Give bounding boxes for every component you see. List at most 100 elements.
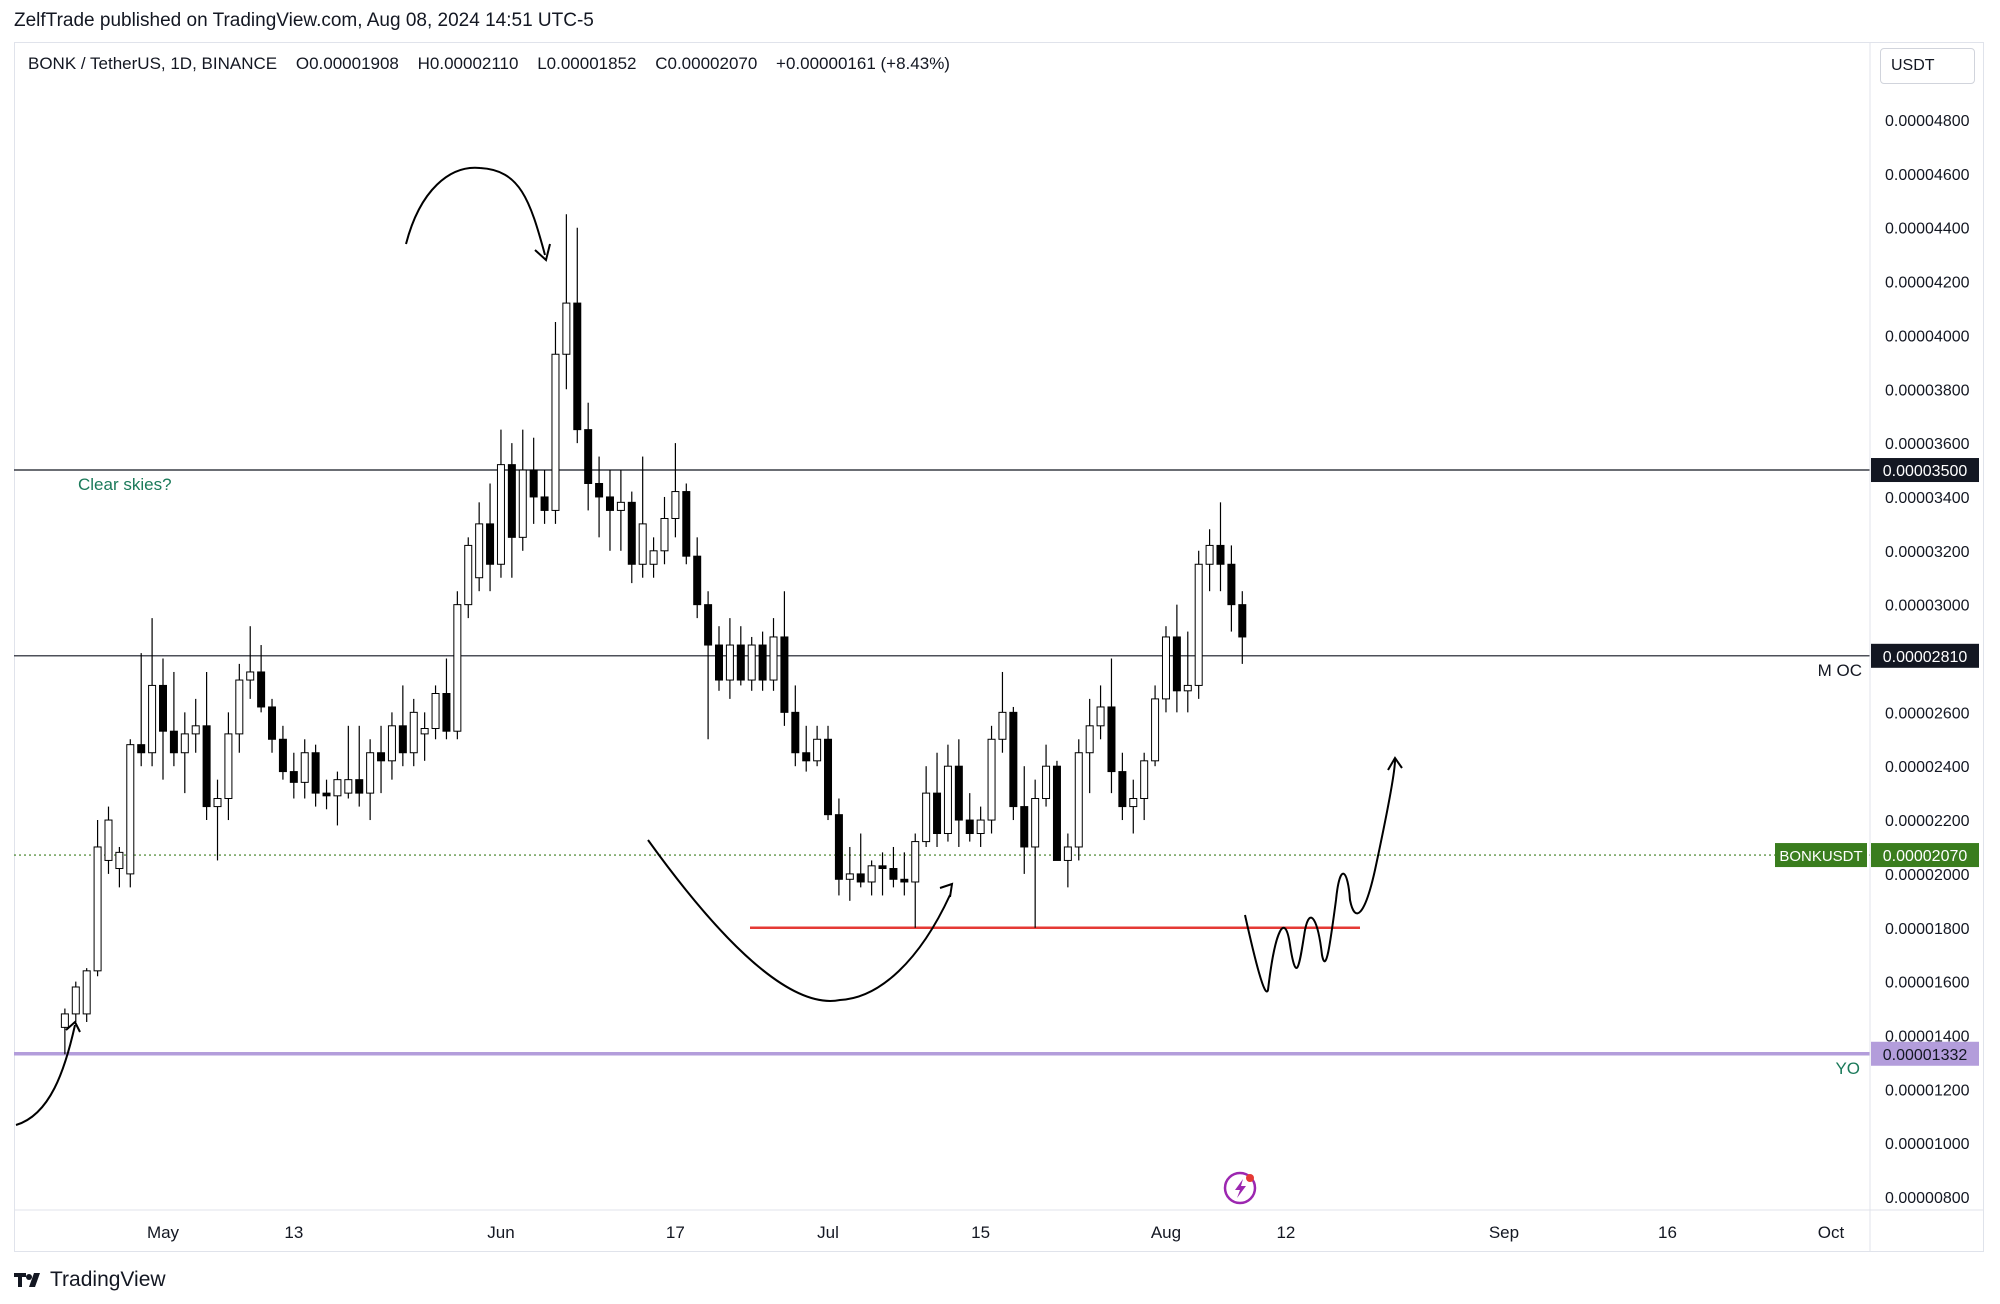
candle[interactable] xyxy=(366,739,375,821)
candle[interactable] xyxy=(780,591,789,726)
candle[interactable] xyxy=(802,725,811,772)
candle[interactable] xyxy=(1009,706,1018,821)
candle[interactable] xyxy=(965,793,974,842)
candle[interactable] xyxy=(1020,766,1029,874)
candle[interactable] xyxy=(998,671,1007,753)
candle[interactable] xyxy=(943,744,952,842)
candle[interactable] xyxy=(475,502,484,592)
candle[interactable] xyxy=(1118,752,1127,821)
candle[interactable] xyxy=(1129,779,1138,834)
candle[interactable] xyxy=(93,820,102,977)
candle[interactable] xyxy=(1194,550,1203,699)
candle[interactable] xyxy=(442,658,451,740)
candle[interactable] xyxy=(377,725,386,794)
candle[interactable] xyxy=(573,227,582,444)
candle[interactable] xyxy=(213,779,222,861)
candle[interactable] xyxy=(813,725,822,767)
candle[interactable] xyxy=(1172,604,1181,713)
candle[interactable] xyxy=(180,712,189,794)
candle[interactable] xyxy=(976,806,985,847)
candle[interactable] xyxy=(496,429,505,578)
candle[interactable] xyxy=(159,658,167,780)
candle[interactable] xyxy=(954,739,963,847)
candle[interactable] xyxy=(736,626,745,686)
candle[interactable] xyxy=(1052,760,1061,861)
level-clear-skies[interactable]: Clear skies? 0.00003500 xyxy=(14,458,1979,494)
candle[interactable] xyxy=(1161,626,1170,713)
candle[interactable] xyxy=(82,968,91,1022)
currency-selector[interactable]: USDT xyxy=(1880,48,1975,84)
candle[interactable] xyxy=(845,846,854,901)
candle[interactable] xyxy=(387,712,396,780)
candle[interactable] xyxy=(224,712,233,821)
candle[interactable] xyxy=(856,833,865,888)
candle[interactable] xyxy=(1238,591,1247,664)
candle[interactable] xyxy=(169,671,178,767)
level-current[interactable]: BONKUSDT 0.00002070 xyxy=(14,843,1979,868)
candle[interactable] xyxy=(649,537,658,578)
candle[interactable] xyxy=(889,846,898,888)
candle[interactable] xyxy=(420,712,429,761)
candle[interactable] xyxy=(595,456,604,538)
candle[interactable] xyxy=(464,537,473,619)
candle[interactable] xyxy=(987,725,996,834)
candle[interactable] xyxy=(725,618,734,699)
candle[interactable] xyxy=(104,806,113,874)
candle[interactable] xyxy=(355,725,364,807)
lightning-icon[interactable] xyxy=(1223,1171,1257,1205)
candle[interactable] xyxy=(671,443,680,538)
candle[interactable] xyxy=(235,663,244,753)
candle[interactable] xyxy=(1227,545,1236,632)
candle[interactable] xyxy=(1074,739,1083,861)
candle[interactable] xyxy=(605,470,614,551)
candle[interactable] xyxy=(202,671,211,821)
candle[interactable] xyxy=(769,618,778,691)
legend-symbol[interactable]: BONK / TetherUS, 1D, BINANCE xyxy=(28,54,278,73)
level-yo[interactable]: YO 0.00001332 xyxy=(14,1041,1979,1078)
candle[interactable] xyxy=(268,698,277,753)
candle[interactable] xyxy=(333,771,342,826)
candle[interactable] xyxy=(191,698,200,753)
candle[interactable] xyxy=(747,636,756,691)
candle[interactable] xyxy=(1216,502,1225,592)
candle[interactable] xyxy=(344,725,353,799)
candle[interactable] xyxy=(300,739,309,799)
candle[interactable] xyxy=(693,537,702,619)
candle[interactable] xyxy=(627,491,636,584)
candle[interactable] xyxy=(518,429,527,551)
candle[interactable] xyxy=(486,483,495,592)
candle[interactable] xyxy=(1085,698,1094,794)
candle[interactable] xyxy=(867,860,876,896)
candle[interactable] xyxy=(278,725,287,780)
candle[interactable] xyxy=(933,752,942,847)
candle[interactable] xyxy=(562,214,571,390)
candle[interactable] xyxy=(584,402,593,511)
candle[interactable] xyxy=(1140,752,1149,821)
candle[interactable] xyxy=(878,852,887,896)
candle[interactable] xyxy=(1042,744,1051,807)
candle[interactable] xyxy=(137,653,146,767)
candle[interactable] xyxy=(453,591,462,740)
candle[interactable] xyxy=(1205,529,1214,592)
candle[interactable] xyxy=(704,591,713,740)
candle[interactable] xyxy=(1107,658,1116,794)
candle[interactable] xyxy=(715,626,723,691)
candle[interactable] xyxy=(529,437,538,524)
candle[interactable] xyxy=(246,626,255,699)
candle[interactable] xyxy=(507,443,516,578)
candle[interactable] xyxy=(1063,833,1072,888)
candle[interactable] xyxy=(551,321,560,524)
candle[interactable] xyxy=(1151,685,1160,767)
candle[interactable] xyxy=(257,645,266,713)
tradingview-logo[interactable]: TradingView xyxy=(14,1268,166,1292)
candle[interactable] xyxy=(758,631,767,691)
candle[interactable] xyxy=(824,725,833,821)
candle[interactable] xyxy=(616,470,625,551)
candle[interactable] xyxy=(1031,779,1040,928)
candle[interactable] xyxy=(1096,685,1105,740)
candle[interactable] xyxy=(148,618,157,767)
candle[interactable] xyxy=(431,685,440,740)
candle[interactable] xyxy=(60,1008,69,1055)
candle[interactable] xyxy=(1183,631,1192,713)
candle[interactable] xyxy=(791,685,800,767)
